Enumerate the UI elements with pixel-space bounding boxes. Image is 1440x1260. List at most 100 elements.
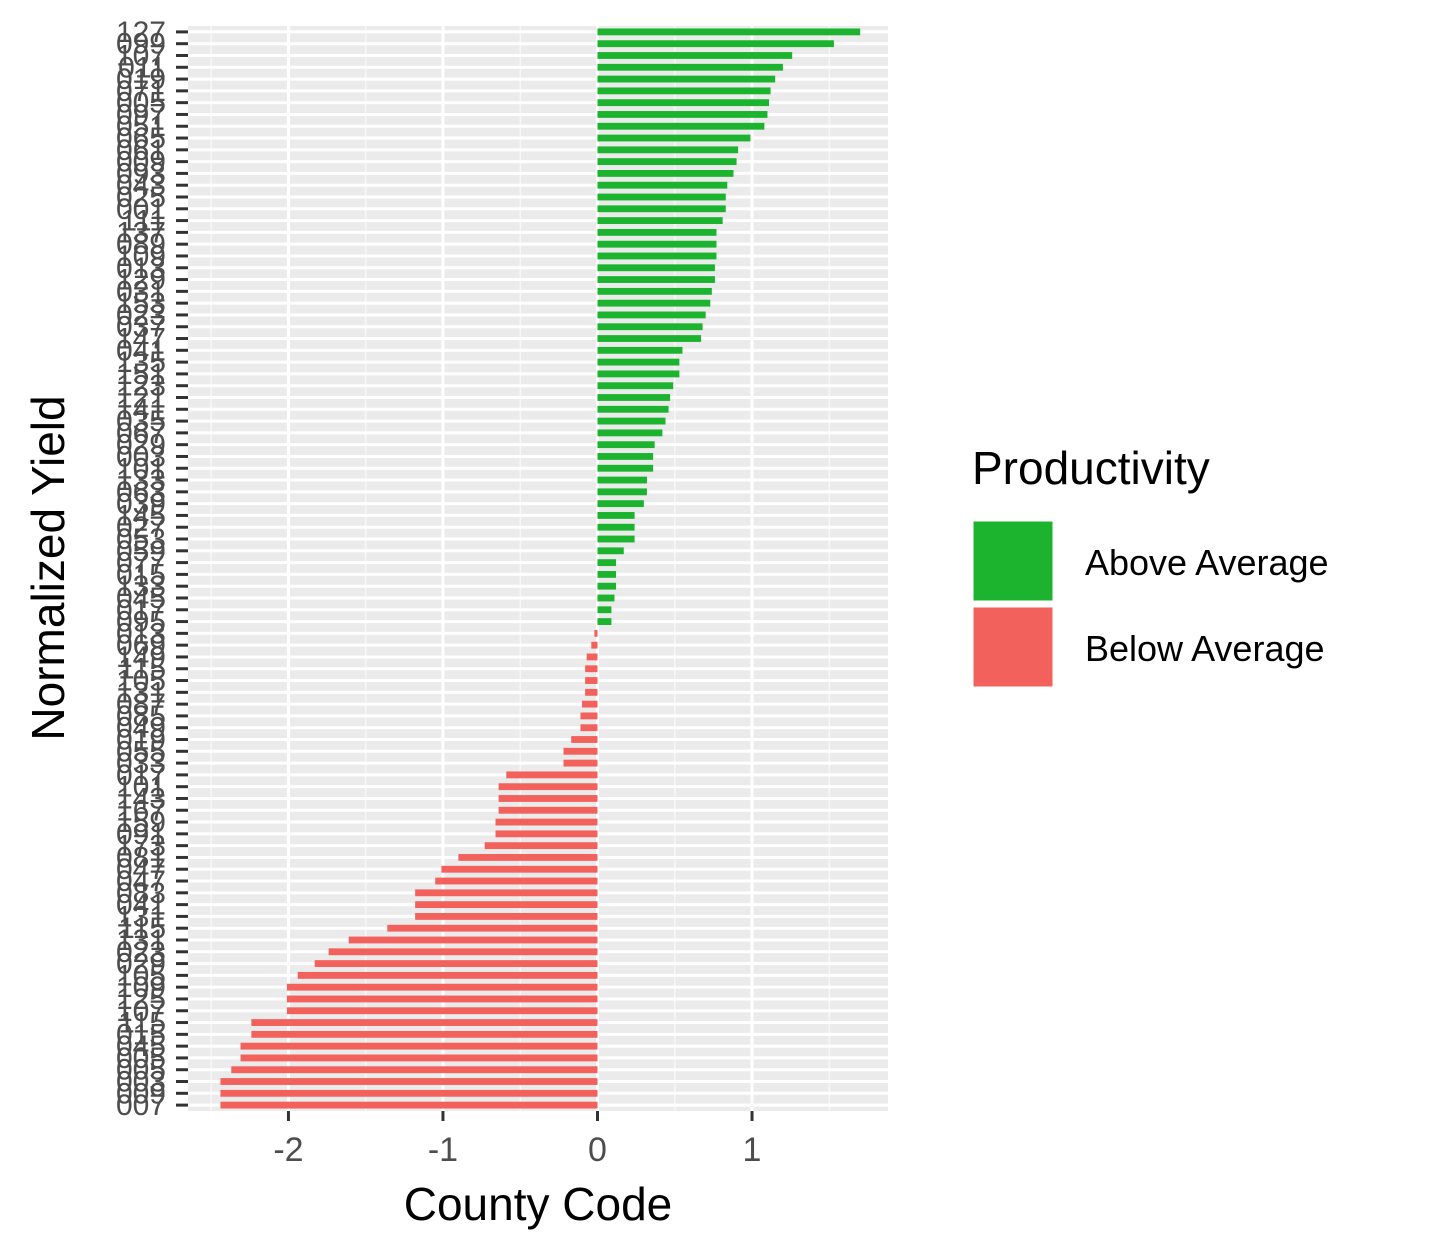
y-tick-label: 083 (116, 877, 166, 910)
y-tick-label: 105 (116, 959, 166, 992)
bar (597, 535, 635, 543)
y-tick-label: 131 (116, 676, 166, 709)
bar (597, 594, 615, 602)
bar (597, 311, 706, 319)
y-tick-label: 045 (116, 1030, 166, 1063)
bar (585, 665, 598, 673)
y-tick-label: 097 (116, 98, 166, 131)
bars (220, 28, 861, 1109)
bar (495, 818, 598, 826)
y-tick-label: 061 (116, 134, 166, 167)
bar (597, 382, 674, 390)
bar (597, 488, 647, 496)
bar (580, 712, 598, 720)
bar (495, 830, 598, 838)
x-axis-ticks: -2 -1 0 1 (273, 1111, 761, 1169)
y-tick-label: 063 (116, 476, 166, 509)
y-tick-label: 013 (116, 252, 166, 285)
y-tick-label: 017 (116, 759, 166, 792)
bar (498, 806, 598, 814)
y-tick-label: 019 (116, 63, 166, 96)
bar (597, 370, 680, 378)
y-tick-label: 167 (116, 794, 166, 827)
bar (597, 63, 783, 71)
y-tick-label: 089 (116, 228, 166, 261)
bar (586, 653, 598, 661)
bar (597, 87, 771, 95)
bar (597, 252, 717, 260)
bar (597, 394, 671, 401)
bar (597, 464, 654, 472)
bar (441, 865, 598, 873)
bar (297, 971, 598, 979)
bar (498, 795, 598, 802)
bar (597, 52, 793, 59)
bar (597, 417, 666, 425)
bar (415, 912, 598, 920)
y-tick-label: 043 (116, 169, 166, 202)
bar (597, 429, 663, 437)
bar (597, 193, 726, 201)
legend-label-below: Below Average (1085, 628, 1325, 669)
y-tick-label: 005 (116, 1054, 166, 1087)
y-tick-label: 099 (116, 28, 166, 61)
y-tick-label: 143 (116, 782, 166, 815)
legend-swatch-below (970, 604, 1056, 690)
bar (597, 240, 717, 248)
y-tick-label: 003 (116, 440, 166, 473)
bar (435, 877, 598, 885)
x-tick-label: 0 (588, 1131, 607, 1169)
y-tick-label: 071 (116, 75, 166, 108)
bar (597, 299, 711, 307)
bar (597, 169, 734, 177)
bar (585, 677, 598, 684)
y-tick-label: 141 (116, 393, 166, 426)
bar (563, 747, 598, 755)
bar (240, 1054, 598, 1062)
y-tick-label: 015 (116, 558, 166, 591)
bar (597, 28, 861, 36)
bar (498, 783, 598, 791)
bar (597, 276, 715, 283)
y-tick-label: 107 (116, 995, 166, 1028)
bar (220, 1089, 598, 1097)
y-tick-label: 023 (116, 936, 166, 969)
bar (286, 1007, 598, 1015)
y-tick-label: 151 (116, 358, 166, 391)
bar (328, 948, 598, 956)
x-tick-label: -1 (428, 1131, 458, 1169)
y-tick-label: 029 (116, 429, 166, 462)
bar (597, 205, 726, 213)
y-tick-label: 013 (116, 617, 166, 650)
y-tick-label: 105 (116, 665, 166, 698)
y-tick-label: 047 (116, 865, 166, 898)
y-tick-label: 091 (116, 818, 166, 851)
y-tick-label: 041 (116, 889, 166, 922)
y-tick-label: 127 (116, 16, 166, 49)
bar (415, 889, 598, 897)
y-tick-label: 085 (116, 700, 166, 733)
bar (484, 842, 598, 850)
bar (597, 146, 739, 154)
bar (597, 453, 654, 460)
y-tick-label: 009 (116, 1077, 166, 1110)
y-tick-label: 095 (116, 606, 166, 639)
y-tick-label: 005 (116, 87, 166, 120)
bar (597, 99, 770, 107)
legend-swatch-above (970, 518, 1056, 604)
y-tick-label: 131 (116, 900, 166, 933)
y-tick-label: 037 (116, 311, 166, 344)
y-tick-label: 055 (116, 735, 166, 768)
y-tick-label: 137 (116, 216, 166, 249)
y-tick-label: 173 (116, 830, 166, 863)
bar (597, 158, 737, 166)
bar (220, 1101, 598, 1109)
bar (597, 512, 635, 519)
bar (597, 287, 712, 295)
bar (597, 618, 612, 625)
y-tick-label: 123 (116, 370, 166, 403)
y-tick-label: 135 (116, 346, 166, 379)
y-tick-label: 125 (116, 983, 166, 1016)
bar (286, 995, 598, 1003)
bar (597, 570, 617, 578)
